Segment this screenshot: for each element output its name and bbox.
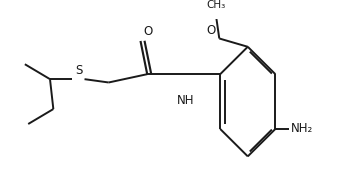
Text: O: O: [143, 25, 152, 38]
Text: O: O: [207, 24, 216, 37]
Text: S: S: [75, 64, 82, 77]
Text: NH₂: NH₂: [290, 122, 313, 135]
Text: NH: NH: [177, 94, 194, 107]
Text: CH₃: CH₃: [206, 0, 225, 10]
